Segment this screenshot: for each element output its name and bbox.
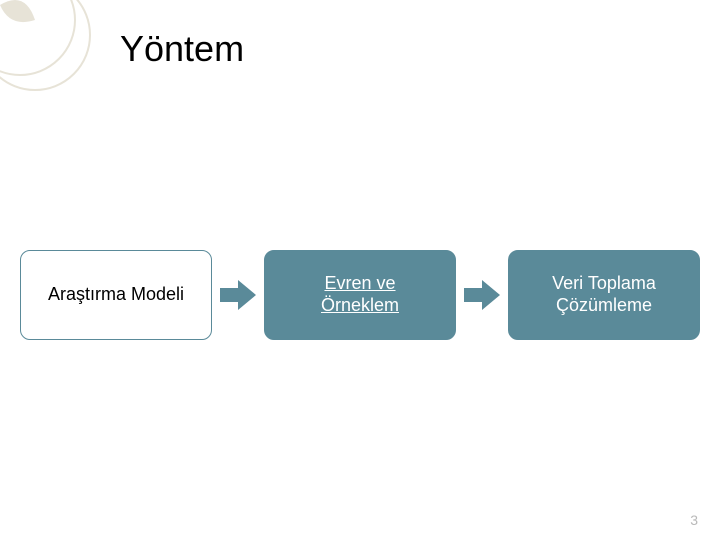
page-number: 3 [690,512,698,528]
flow-box-3-label: Veri Toplama Çözümleme [552,273,656,316]
corner-decoration [0,0,100,100]
flow-box-3: Veri Toplama Çözümleme [508,250,700,340]
flow-box-1: Araştırma Modeli [20,250,212,340]
flow-diagram: Araştırma Modeli Evren ve Örneklem Veri … [20,250,700,340]
arrow-icon [220,280,256,310]
flow-box-2-label: Evren ve Örneklem [321,273,399,316]
flow-box-1-label: Araştırma Modeli [48,284,184,306]
page-title: Yöntem [120,28,244,70]
arrow-icon [464,280,500,310]
flow-box-2: Evren ve Örneklem [264,250,456,340]
